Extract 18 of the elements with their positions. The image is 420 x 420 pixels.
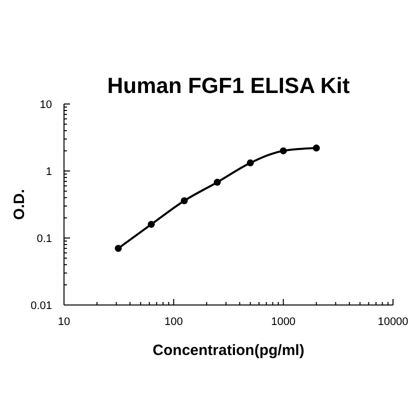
y-tick-label: 0.1 [36, 233, 52, 245]
chart-title: Human FGF1 ELISA Kit [107, 73, 350, 98]
point [214, 178, 221, 186]
point [280, 147, 287, 154]
point [114, 244, 122, 252]
x-axis-title: Concentration(pg/ml) [152, 342, 304, 359]
x-tick-label: 10 [58, 316, 70, 328]
x-tick-label: 1000 [271, 316, 296, 328]
point [246, 159, 254, 166]
point [148, 220, 155, 228]
point [180, 197, 188, 204]
x-tick-label: 10000 [378, 316, 408, 328]
y-tick-label: 0.01 [30, 300, 52, 312]
point [312, 144, 320, 152]
x-tick-label: 100 [164, 316, 183, 328]
y-axis-title: O.D. [11, 189, 28, 220]
y-tick-label: 10 [40, 99, 52, 111]
y-tick-label: 1 [46, 166, 52, 178]
